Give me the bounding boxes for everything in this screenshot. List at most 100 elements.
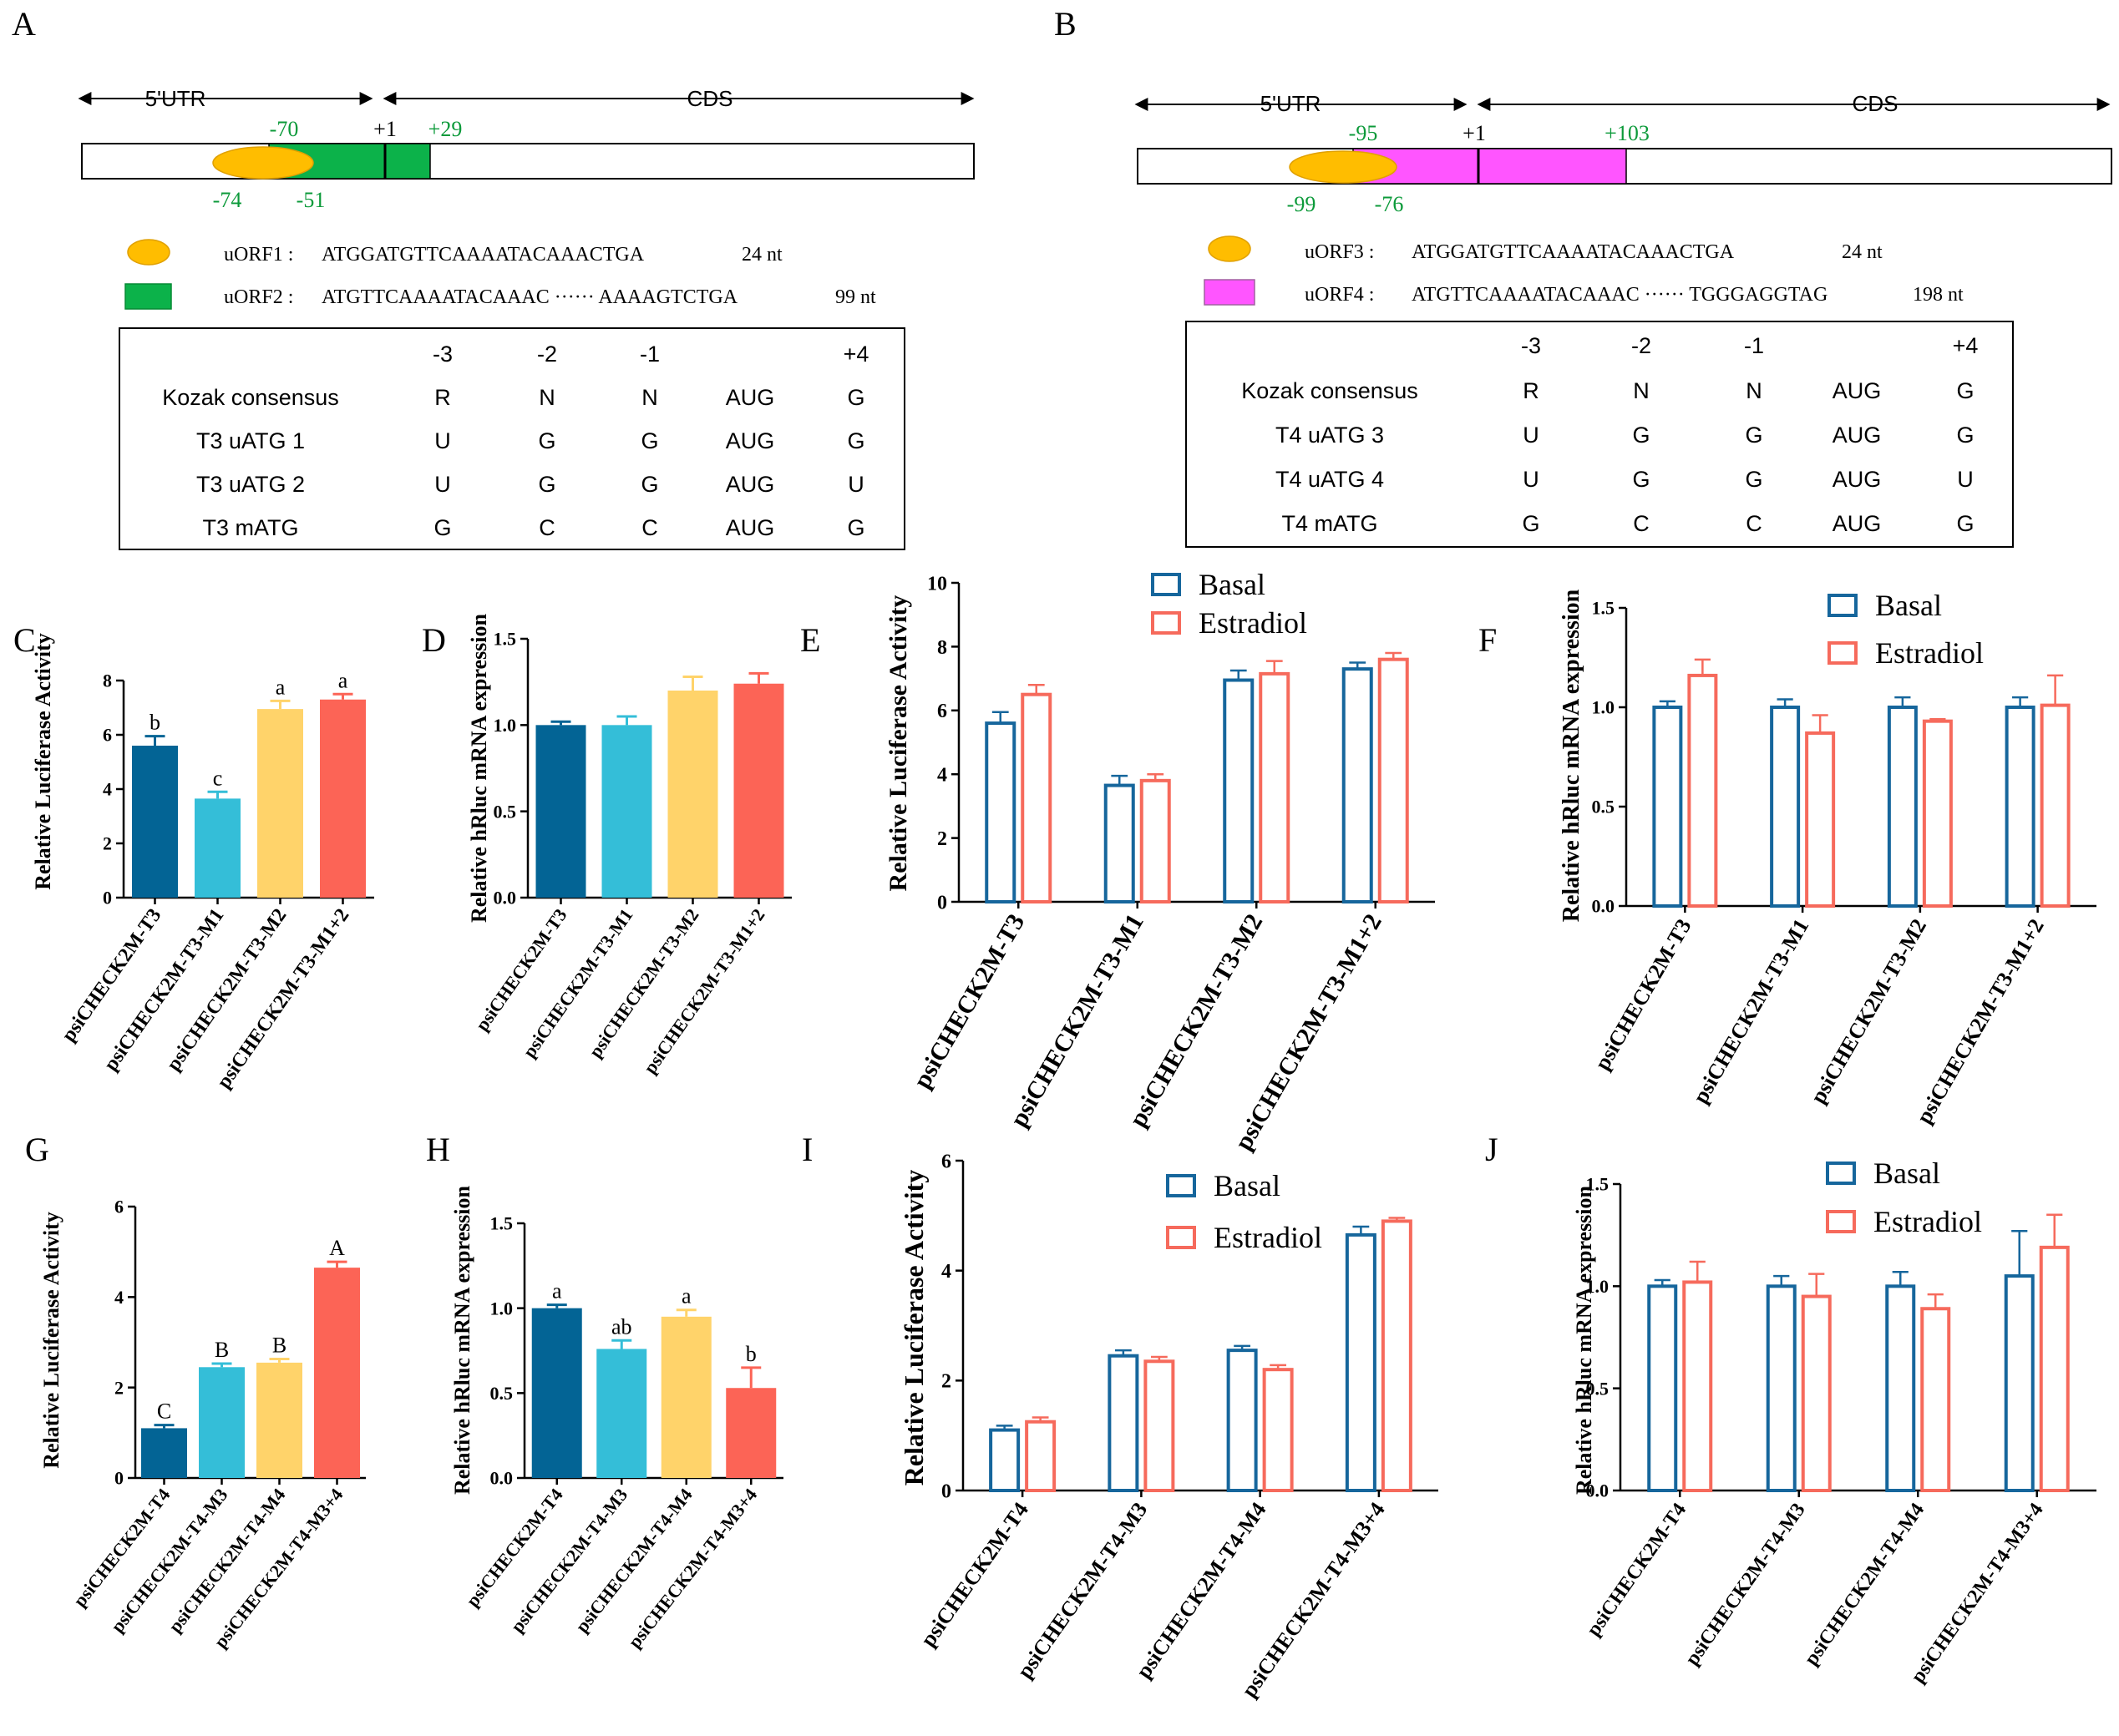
kozak-cell: AUG	[1833, 423, 1882, 448]
panel-letter-f: F	[1478, 621, 1497, 659]
kozak-cell: AUG	[726, 472, 775, 497]
legend-green-icon	[124, 283, 172, 310]
bar	[199, 1367, 245, 1478]
kozak-row-label: T4 uATG 3	[1275, 423, 1384, 448]
legend-uorf3-name: uORF3 :	[1305, 241, 1374, 263]
bar-basal	[1885, 1284, 1916, 1493]
kozak-cell: AUG	[1833, 511, 1882, 536]
x-tick-label: psiCHECK2M-T3-M1	[1688, 915, 1813, 1108]
legend-uorf3-seq: ATGGATGTTCAAAATACAAACTGA	[1412, 241, 1735, 263]
schematic-b: 5'UTR CDS -95 +1 +103 -99 -76 uORF3 : AT…	[1134, 91, 2112, 548]
significance-letter: A	[329, 1236, 345, 1260]
legend-uorf3-len: 24 nt	[1842, 241, 1883, 263]
kozak-cell: AUG	[726, 428, 775, 453]
y-axis-title: Relative Luciferase Activity	[31, 633, 55, 890]
kozak-row-label: T4 mATG	[1281, 511, 1377, 536]
y-axis-title: Relative hRluc mRNA expression	[467, 613, 491, 923]
bar-estradiol	[1262, 1368, 1294, 1492]
bar	[531, 1308, 582, 1478]
y-tick-label: 4	[103, 779, 112, 800]
cds-label: CDS	[687, 86, 733, 111]
y-tick-label: 0	[941, 1480, 951, 1502]
y-tick-label: 0.5	[494, 801, 517, 822]
kozak-cell: G	[641, 428, 658, 453]
kozak-table-b	[1185, 321, 2014, 548]
kozak-cell: U	[1523, 467, 1539, 492]
utr-label: 5'UTR	[145, 86, 206, 111]
kozak-cell: G	[641, 472, 658, 497]
chart-f: 0.0 0.5 1.0 1.5 Relative hRluc mRNA expressi…	[1559, 589, 2096, 1127]
uorf4-region	[1352, 148, 1627, 185]
x-tick-label: psiCHECK2M-T4	[69, 1485, 175, 1611]
y-tick-label: 0	[103, 888, 112, 908]
bar	[667, 691, 718, 898]
kozak-row-label: T3 mATG	[202, 515, 298, 540]
x-tick-label: psiCHECK2M-T3-M1	[519, 905, 637, 1062]
bar-estradiol	[2040, 703, 2071, 908]
bar-estradiol	[1377, 657, 1409, 903]
kozak-cell: G	[538, 428, 555, 453]
y-tick-label: 2	[937, 828, 947, 850]
significance-letter: ab	[611, 1314, 632, 1339]
bar-estradiol	[1143, 1359, 1175, 1492]
chart-e: 0 2 4 6 8 10 Relative Luciferase Activity psiCH…	[885, 568, 1435, 1155]
y-axis-title: Relative hRluc mRNA expression	[1572, 1185, 1596, 1495]
chart-h: 0.0 0.5 1.0 1.5 Relative hRluc mRNA expressi…	[450, 1185, 783, 1652]
y-tick-label: 1.0	[1586, 1276, 1610, 1297]
y-tick-label: 4	[937, 765, 947, 787]
legend-label: Basal	[1199, 568, 1265, 601]
kozak-cell: U	[1523, 423, 1539, 448]
bar	[596, 1349, 647, 1478]
bar-basal	[1647, 1284, 1678, 1493]
kozak-cell: C	[641, 515, 658, 540]
kozak-cell: AUG	[726, 385, 775, 410]
kozak-cell: U	[434, 428, 451, 453]
bar	[132, 746, 178, 898]
y-tick-label: 2	[103, 833, 112, 854]
bar	[726, 1388, 777, 1478]
x-tick-label: psiCHECK2M-T4-M4	[1801, 1500, 1929, 1670]
significance-letter: a	[338, 668, 348, 692]
kozak-table-a	[119, 327, 905, 550]
pos-plus1: +1	[373, 117, 397, 141]
y-tick-label: 0	[937, 892, 947, 914]
bar-basal	[989, 1428, 1021, 1493]
significance-letter: B	[215, 1338, 229, 1362]
legend-uorf4-len: 198 nt	[1913, 284, 1964, 306]
kozak-header: -3	[433, 342, 453, 367]
kozak-cell: R	[434, 385, 451, 410]
significance-letter: a	[552, 1279, 562, 1303]
panel-letter-a: A	[12, 5, 36, 43]
y-tick-label: 0	[114, 1468, 124, 1489]
y-tick-label: 4	[114, 1287, 124, 1308]
significance-letter: B	[272, 1334, 286, 1358]
bar-estradiol	[1025, 1420, 1057, 1493]
legend-swatch-basal	[1166, 1174, 1196, 1197]
cds-label: CDS	[1853, 91, 1898, 116]
x-tick-label: psiCHECK2M-T3	[1590, 915, 1696, 1075]
kozak-header: -1	[1744, 333, 1764, 358]
pos-oval-end: -76	[1375, 192, 1404, 216]
y-tick-label: 4	[941, 1261, 951, 1283]
panel-letter-e: E	[800, 621, 820, 659]
kozak-cell: N	[1633, 378, 1650, 403]
legend-uorf2-seq: ATGTTCAAAATACAAAC ······ AAAAGTCTGA	[322, 286, 738, 308]
kozak-cell: AUG	[1833, 378, 1882, 403]
legend-oval-icon	[127, 239, 170, 266]
legend-label: Estradiol	[1199, 606, 1307, 640]
pos-start: -70	[270, 117, 299, 141]
pos-oval-start: -99	[1287, 192, 1316, 216]
y-tick-label: 8	[103, 671, 112, 691]
kozak-header: -2	[1631, 333, 1651, 358]
schematic-a: 5'UTR CDS -70 +1 +29 -74 -51 uORF1 : ATG…	[78, 86, 975, 550]
bar	[601, 725, 652, 898]
kozak-cell: C	[1633, 511, 1650, 536]
bar	[661, 1316, 712, 1478]
kozak-cell: AUG	[726, 515, 775, 540]
kozak-row-label: Kozak consensus	[1241, 378, 1418, 403]
panel-letter-d: D	[422, 621, 446, 659]
y-axis-title: Relative Luciferase Activity	[899, 1170, 929, 1486]
bar-estradiol	[1920, 1307, 1951, 1493]
y-tick-label: 1.5	[494, 629, 517, 650]
